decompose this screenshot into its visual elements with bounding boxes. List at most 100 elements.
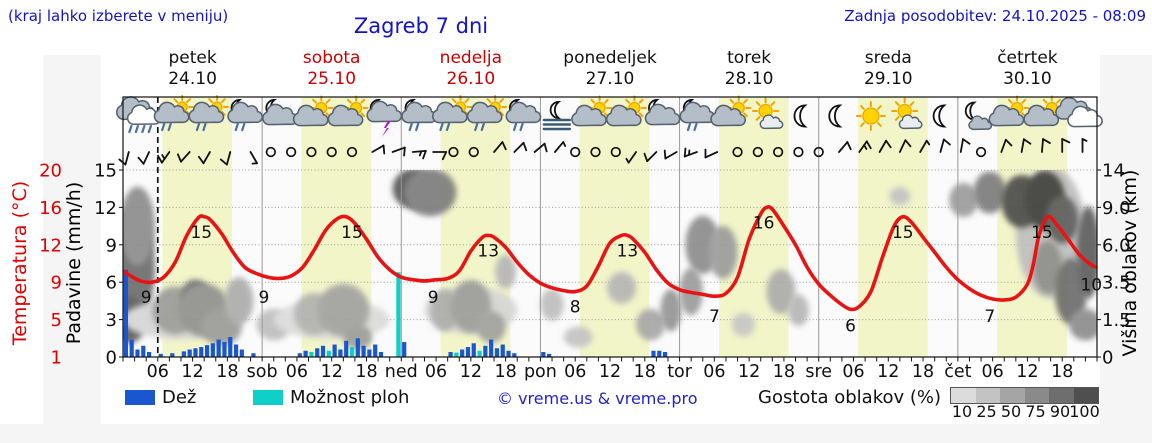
cloud-blob (1045, 196, 1079, 244)
rain-bar (320, 345, 326, 357)
cloud-density-scale-value: 10 (951, 402, 973, 421)
x-hour-label: 18 (773, 362, 795, 382)
rain-bar (489, 339, 494, 357)
cloud-blob (607, 271, 637, 304)
rain-legend-label: Dež (162, 387, 197, 408)
cloud-density-scale-value: 25 (976, 402, 997, 421)
weather-icon-moon-cloud-rain (227, 99, 264, 132)
wind-calm-icon (793, 146, 804, 158)
weather-icon-moon-cloud-rain (679, 99, 716, 132)
rain-bar (541, 352, 546, 357)
weather-icon-moon-cloud (262, 99, 298, 126)
wind-barb-icon (704, 148, 719, 159)
weather-icon-moon (793, 104, 808, 128)
shower-bar (477, 350, 482, 357)
x-hour-label: 12 (1016, 362, 1038, 382)
day-date: 28.10 (724, 69, 774, 89)
wind-barb-icon (554, 141, 567, 153)
cloud-density-legend-label: Gostota oblakov (%) (758, 387, 942, 408)
wind-barb-icon (493, 141, 507, 153)
cloud-density-scale-value: 50 (1000, 402, 1022, 421)
rain-bar (233, 344, 239, 357)
day-name: sobota (302, 48, 361, 68)
temperature-tick-label: 1 (51, 348, 62, 369)
wind-calm-icon (975, 146, 987, 158)
wind-barb-icon (858, 140, 872, 153)
x-day-abbrev-label: ned (385, 362, 418, 382)
rain-bar (158, 353, 163, 357)
wind-calm-icon (732, 146, 743, 158)
wind-barb-icon (432, 151, 448, 161)
wind-calm-icon (306, 146, 317, 158)
rain-bar (210, 343, 215, 357)
rain-bar (512, 353, 517, 357)
cloud-density-scale-value: 100 (1069, 402, 1100, 421)
cloud-blob (224, 277, 254, 325)
x-day-abbrev-label: sre (805, 362, 832, 382)
precipitation-tick-label: 12 (94, 198, 117, 219)
x-day-abbrev-label: tor (667, 362, 693, 382)
cloud-blob (1033, 240, 1063, 294)
left-margin-strip (43, 55, 101, 424)
day-date: 25.10 (307, 69, 357, 89)
wind-barb-icon (219, 151, 232, 166)
bottom-margin-strip (0, 424, 1152, 443)
precipitation-tick-label: 3 (106, 310, 117, 331)
cloud-density-cell (1049, 388, 1074, 403)
weather-icon-sun-cloud-rain (466, 95, 508, 132)
cloud-height-tick-label: 0 (1102, 348, 1113, 369)
cloud-density-gradient (950, 387, 1099, 404)
precipitation-tick-label: 15 (94, 161, 117, 182)
cloud-blob (540, 288, 564, 321)
cloud-blob (731, 312, 755, 337)
cloud-height-tick-label: 14 (1102, 161, 1125, 182)
wind-barb-icon (176, 151, 191, 163)
wind-barb-icon (157, 151, 171, 164)
temperature-value-label: 13 (477, 241, 499, 261)
cloud-height-tick-label: 1.5 (1102, 310, 1131, 331)
temperature-value-label: 15 (190, 223, 212, 243)
wind-calm-icon (285, 146, 297, 158)
shower-bar (396, 272, 401, 357)
day-header-petek: petek 24.10 (168, 48, 217, 90)
copyright-link[interactable]: © vreme.us & vreme.pro (497, 389, 698, 408)
wind-barb-icon (898, 139, 912, 153)
rain-bar (506, 350, 511, 357)
rain-bar (361, 345, 366, 357)
temperature-value-label: 13 (617, 241, 639, 261)
precipitation-bars (123, 269, 668, 357)
rain-bar (465, 347, 471, 357)
page-title: Zagreb 7 dni (353, 14, 489, 38)
day-date: 24.10 (168, 69, 217, 89)
x-hour-label: 06 (564, 362, 586, 382)
wind-barb-icon (371, 144, 386, 155)
cloud-height-tick-label: 6.0 (1102, 235, 1131, 256)
cloud-density-cell (1024, 388, 1049, 403)
weather-icon-sun-cloud-rain (188, 95, 229, 132)
weather-icon-sun-cloud (710, 95, 752, 127)
wind-calm-icon (326, 146, 337, 158)
x-hour-label: 06 (703, 362, 725, 382)
cloud-blob (766, 269, 796, 314)
rain-bar (146, 352, 152, 357)
day-date: 27.10 (585, 69, 635, 89)
cloud-density-cell (1073, 388, 1098, 403)
cloud-density-cell (951, 388, 976, 403)
day-name: nedelja (439, 48, 503, 68)
x-day-abbrev-label: pon (524, 362, 557, 382)
day-header-sreda: sreda 29.10 (864, 48, 913, 90)
wind-calm-icon (610, 146, 621, 158)
cloud-density-cell (975, 388, 1000, 403)
wind-barb-icon (513, 141, 528, 153)
rain-bar (483, 345, 488, 357)
temperature-value-label: 7 (984, 307, 995, 327)
cloud-density-scale-value: 75 (1025, 402, 1046, 421)
x-day-abbrev-label: sob (247, 362, 278, 382)
x-hour-label: 12 (460, 362, 482, 382)
rain-bar (170, 353, 175, 357)
wind-barb-icon (625, 151, 637, 164)
shower-legend-label: Možnost ploh (290, 387, 410, 408)
rain-bar (373, 344, 378, 357)
temperature-curve (123, 205, 1097, 312)
